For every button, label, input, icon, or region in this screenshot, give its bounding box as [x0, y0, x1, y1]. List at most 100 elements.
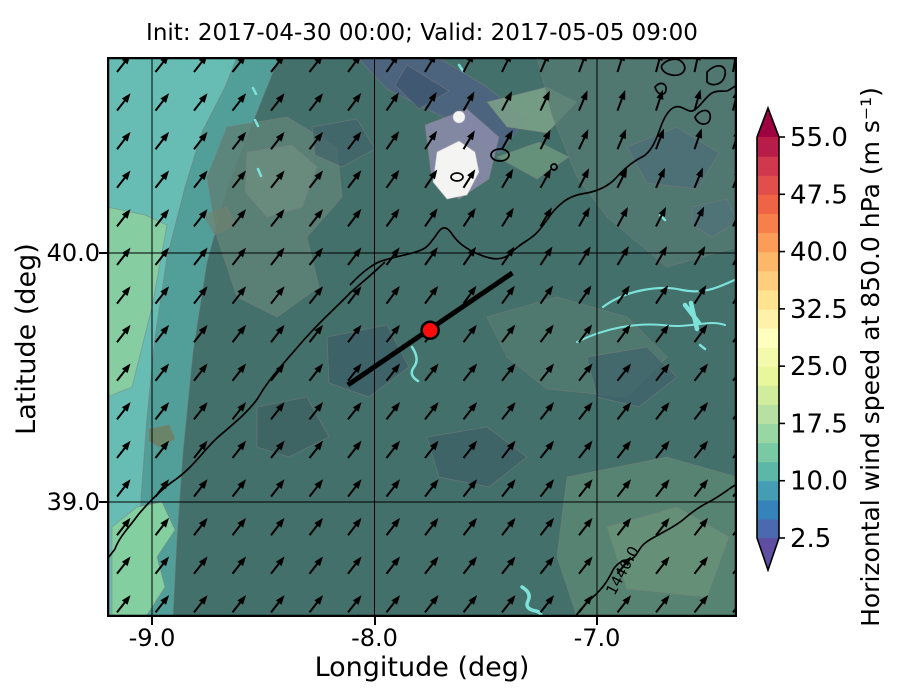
- map-frame: [107, 57, 737, 617]
- wind-arrow: [231, 440, 247, 459]
- wind-arrow: [655, 206, 667, 227]
- wind-arrow: [501, 207, 514, 227]
- wind-arrow: [693, 440, 709, 459]
- wind-arrow: [385, 286, 400, 305]
- colorbar-segment: [757, 156, 779, 176]
- colorbar-segment: [757, 404, 779, 425]
- wind-arrow: [462, 130, 475, 150]
- wind-arrow: [616, 128, 627, 150]
- colorbar-segment: [757, 308, 779, 329]
- wind-arrow: [385, 324, 400, 343]
- colorbar-segment: [757, 518, 779, 539]
- wind-arrow: [385, 131, 400, 150]
- wind-arrow: [270, 209, 285, 228]
- wind-arrow: [462, 595, 478, 614]
- wind-arrow: [501, 129, 513, 150]
- x-tick-mark: [596, 617, 598, 625]
- wind-arrow: [193, 93, 208, 112]
- wind-arrow: [539, 556, 555, 575]
- location-marker-dot: [420, 320, 440, 340]
- colorbar-segment: [757, 480, 779, 501]
- wind-arrow: [154, 93, 170, 112]
- x-tick-label: -8.0: [351, 624, 398, 652]
- x-axis-label: Longitude (deg): [314, 652, 530, 683]
- wind-arrow: [462, 402, 478, 421]
- wind-arrow: [385, 169, 400, 189]
- wind-arrow: [385, 247, 400, 266]
- wind-arrow: [501, 91, 513, 112]
- wind-arrow: [539, 57, 550, 73]
- colorbar-tick-label: 2.5: [790, 524, 831, 554]
- wind-arrow: [116, 209, 131, 228]
- wind-arrow: [616, 167, 628, 189]
- colorbar-ticks: 55.0 47.5 40.0 32.5 25.0 17.5 10.0 2.5: [779, 123, 848, 554]
- wind-arrow: [347, 402, 362, 421]
- wind-arrow: [501, 556, 516, 575]
- y-tick-label: 39.0: [46, 488, 100, 516]
- colorbar-tick-label: 40.0: [790, 238, 848, 268]
- wind-arrow: [154, 170, 170, 189]
- wind-arrow: [655, 363, 670, 382]
- wind-arrow: [578, 556, 593, 575]
- wind-arrow: [424, 517, 439, 536]
- x-tick-mark: [151, 617, 153, 625]
- wind-arrow: [424, 285, 439, 305]
- wind-arrow: [539, 90, 550, 112]
- colorbar-segment: [757, 461, 779, 482]
- wind-arrow: [539, 285, 554, 305]
- wind-arrow: [347, 556, 362, 575]
- wind-arrow: [231, 402, 247, 421]
- wind-arrow: [501, 595, 516, 614]
- wind-arrow: [655, 167, 666, 189]
- wind-arrow: [616, 363, 632, 382]
- colorbar-segment: [757, 270, 779, 291]
- wind-arrow: [193, 324, 208, 343]
- wind-arrow: [616, 556, 632, 575]
- wind-arrow: [193, 209, 208, 228]
- wind-arrow: [539, 324, 554, 343]
- wind-arrow: [385, 92, 399, 112]
- plot-title: Init: 2017-04-30 00:00; Valid: 2017-05-0…: [146, 20, 698, 46]
- wind-arrow: [501, 168, 514, 189]
- wind-arrow: [270, 479, 285, 498]
- wind-arrow: [424, 130, 437, 150]
- wind-arrow: [308, 93, 324, 112]
- colorbar-segment: [757, 327, 779, 348]
- wind-arrow: [501, 402, 516, 421]
- wind-arrow: [693, 402, 709, 421]
- wind-arrow: [578, 517, 593, 536]
- wind-arrow: [424, 595, 439, 614]
- wind-arrow: [308, 556, 324, 575]
- wind-arrow: [347, 517, 362, 536]
- colorbar-segments: [757, 108, 779, 570]
- wind-arrow: [655, 402, 670, 421]
- wind-arrow: [308, 131, 324, 150]
- wind-arrow: [231, 247, 247, 266]
- wind-arrow: [578, 246, 591, 266]
- wind-arrow: [193, 479, 208, 498]
- wind-arrow: [693, 363, 709, 382]
- colorbar-segment: [757, 442, 779, 463]
- wind-arrow: [616, 285, 630, 305]
- wind-arrow: [308, 363, 324, 382]
- wind-arrow: [270, 363, 285, 382]
- wind-arrow: [308, 517, 324, 536]
- wind-arrow: [462, 285, 477, 305]
- colorbar-arrow-over: [757, 108, 779, 137]
- wind-arrow: [655, 128, 664, 150]
- wind-arrow: [462, 246, 477, 266]
- y-tick-mark: [99, 501, 107, 503]
- wind-arrow: [655, 245, 668, 266]
- wind-arrow: [655, 595, 670, 614]
- wind-arrow: [231, 286, 247, 305]
- wind-arrow: [424, 363, 439, 382]
- wind-arrow: [385, 556, 401, 575]
- wind-arrow: [539, 246, 553, 266]
- wind-arrow: [193, 517, 208, 536]
- y-tick-mark: [99, 252, 107, 254]
- colorbar-tick-label: 47.5: [790, 180, 848, 210]
- wind-arrow: [578, 168, 590, 189]
- map-plot-area: 1440.0: [107, 57, 737, 617]
- wind-arrow: [616, 595, 632, 614]
